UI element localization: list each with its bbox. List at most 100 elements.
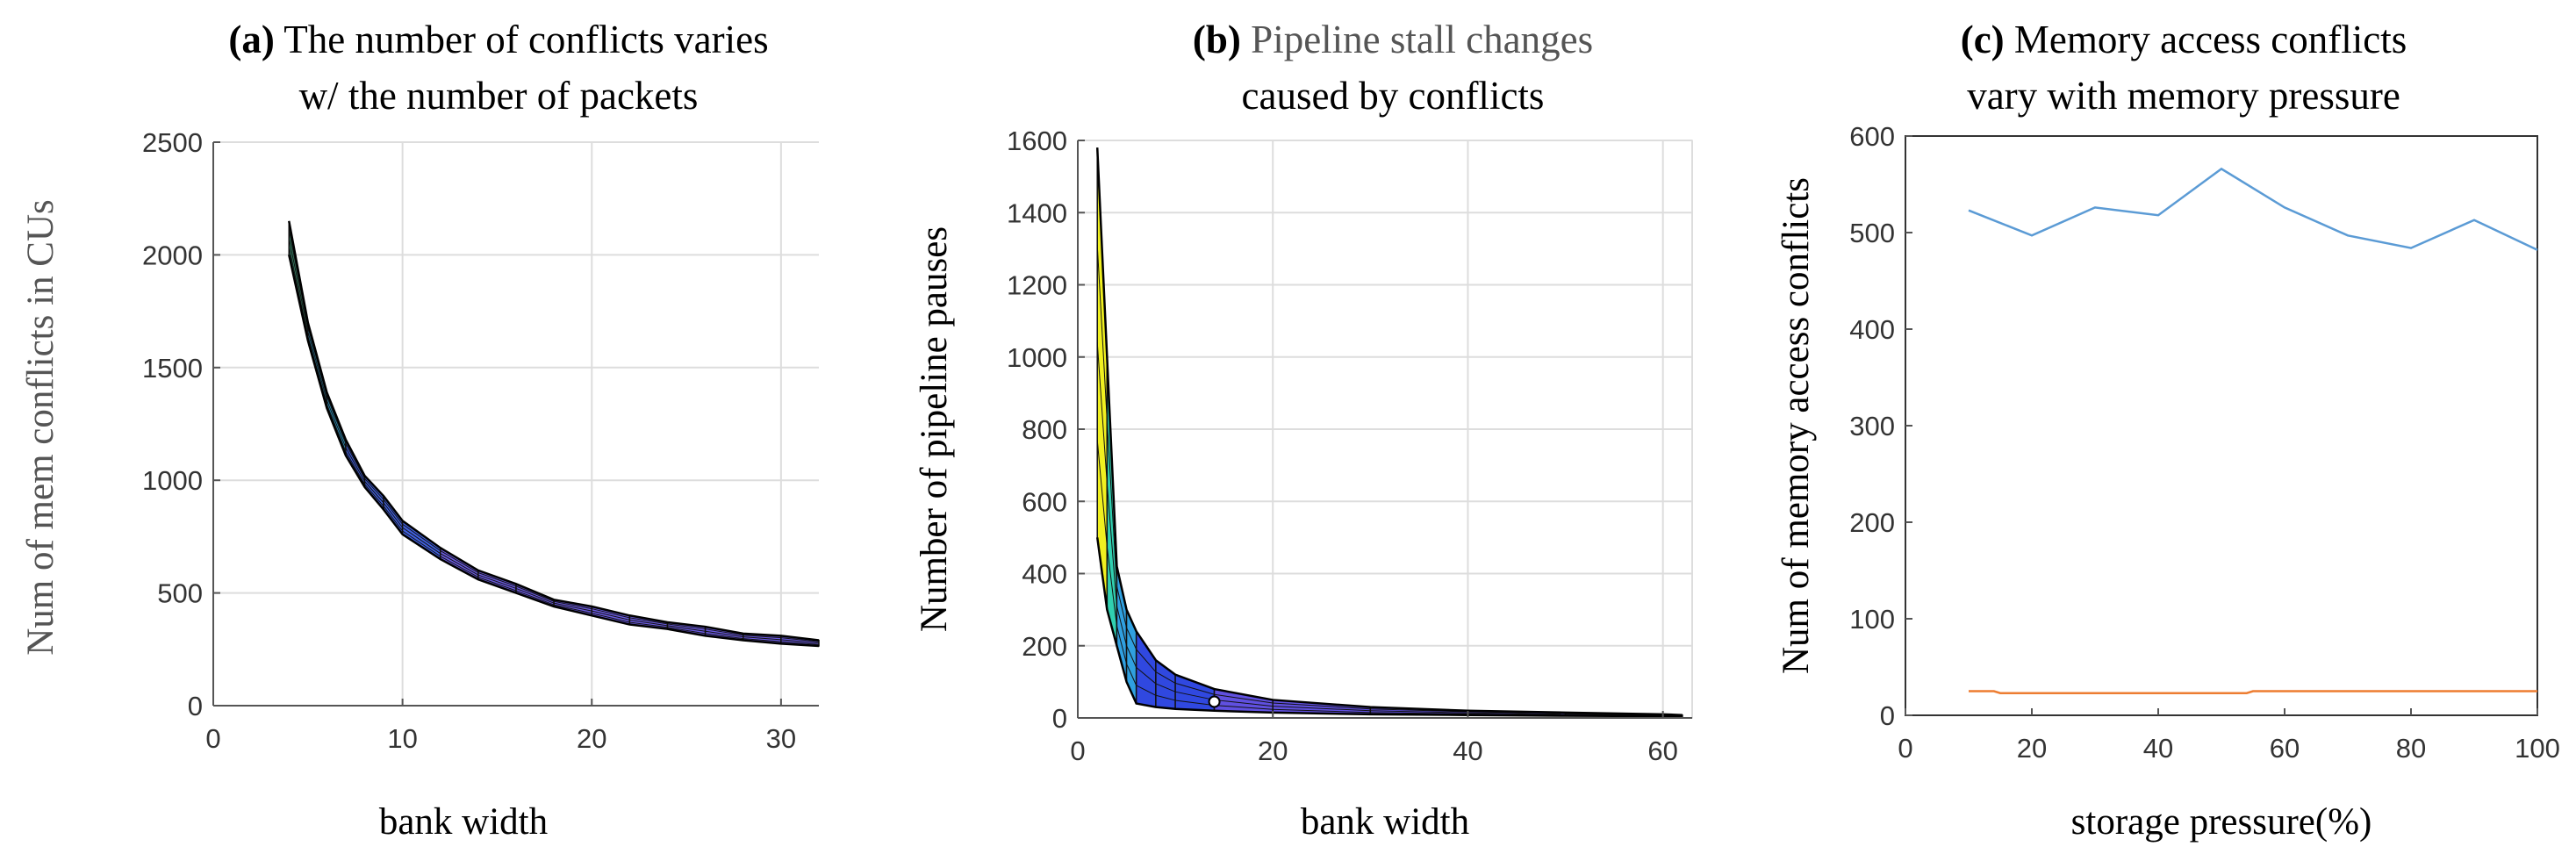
surface-mesh-line xyxy=(345,447,365,482)
x-tick-label: 60 xyxy=(2270,733,2300,764)
panel-a-ylabel: Num of mem conflicts in CUs xyxy=(20,199,61,656)
surface-mesh-line xyxy=(1106,420,1117,586)
panel-b-title-line1: (b) Pipeline stall changes xyxy=(1193,18,1593,61)
surface-mesh-line xyxy=(667,625,706,632)
surface-mesh-line xyxy=(1155,671,1176,684)
panel-b-title-line2: caused by conflicts xyxy=(1242,74,1545,118)
y-tick-label: 300 xyxy=(1849,411,1895,441)
surface-mesh-line xyxy=(1214,705,1274,710)
surface-mesh-line xyxy=(1096,245,1108,420)
panel-a: (a) The number of conflicts varies w/ th… xyxy=(20,18,820,843)
x-tick-label: 80 xyxy=(2396,733,2426,764)
x-tick-label: 20 xyxy=(577,723,606,754)
surface-mesh-line xyxy=(307,331,327,401)
y-tick-label: 600 xyxy=(1022,486,1067,517)
y-tick-label: 1000 xyxy=(142,465,203,496)
surface-mesh-line xyxy=(705,630,743,638)
surface-mesh-line xyxy=(402,527,441,555)
x-tick-label: 40 xyxy=(2143,733,2173,764)
surface-edge-line xyxy=(288,220,820,642)
series-line xyxy=(1968,167,2538,251)
surface-mesh-line xyxy=(515,590,555,606)
surface-mesh-line xyxy=(402,530,441,557)
y-tick-label: 0 xyxy=(188,691,203,721)
surface-mesh-line xyxy=(1136,649,1157,672)
panel-a-xlabel: bank width xyxy=(379,801,548,843)
surface-mesh-line xyxy=(1106,483,1117,606)
surface-mesh-line xyxy=(554,602,592,612)
x-tick-label: 40 xyxy=(1453,735,1482,766)
surface-mesh-line xyxy=(592,608,630,619)
surface-mesh-line xyxy=(1467,712,1566,715)
surface-mesh-line xyxy=(1096,440,1108,547)
surface-mesh-line xyxy=(780,637,820,642)
y-tick-label: 200 xyxy=(1849,507,1895,538)
surface-mesh-line xyxy=(440,556,479,578)
surface-mesh-line xyxy=(1175,691,1215,700)
panel-c-title-line2: vary with memory pressure xyxy=(1967,74,2400,118)
y-tick-label: 200 xyxy=(1022,631,1067,662)
panel-a-title-line2: w/ the number of packets xyxy=(299,74,699,118)
surface-mesh-line xyxy=(629,621,668,628)
series-line xyxy=(1969,690,2537,694)
surface-edge-line xyxy=(288,255,820,648)
surface-mesh-line xyxy=(345,451,365,484)
x-tick-label: 20 xyxy=(2017,733,2047,764)
surface-mesh-line xyxy=(592,610,630,621)
surface-mesh-line xyxy=(1370,712,1468,714)
y-tick-label: 1000 xyxy=(1007,342,1067,373)
panel-a-surface xyxy=(288,220,820,648)
surface-mesh-line xyxy=(364,484,384,507)
surface-mesh-line xyxy=(326,404,347,452)
surface-mesh-line xyxy=(554,604,592,614)
surface-mesh-line xyxy=(402,523,441,551)
panel-b-grid xyxy=(1078,140,1692,718)
y-tick-label: 500 xyxy=(1849,218,1895,248)
surface-mesh-line xyxy=(288,238,309,332)
surface-mesh-line xyxy=(592,613,630,623)
surface-mesh-line xyxy=(1175,700,1215,707)
y-tick-label: 0 xyxy=(1880,700,1895,731)
surface-mesh-line xyxy=(780,639,820,644)
panel-a-grid xyxy=(213,141,819,706)
panel-c-title-text-1: Memory access conflicts xyxy=(2014,18,2407,61)
surface-mesh-line xyxy=(1273,702,1371,710)
surface-mesh-line xyxy=(1116,626,1128,664)
surface-mesh-line xyxy=(1214,693,1274,704)
panel-c-plot-area xyxy=(1905,135,2538,716)
surface-mesh-line xyxy=(1273,706,1371,712)
surface-mesh-line xyxy=(364,477,384,500)
panel-b-ylabel: Number of pipeline pauses xyxy=(914,226,955,632)
surface-mesh-line xyxy=(477,577,517,592)
y-tick-label: 2500 xyxy=(142,127,203,158)
surface-mesh-line xyxy=(1155,683,1176,692)
surface-mesh-line xyxy=(440,550,479,573)
surface-mesh-line xyxy=(1126,664,1137,686)
surface-edge-line xyxy=(1095,147,1683,716)
panel-c-ylabel: Num of memory access conflicts xyxy=(1776,177,1817,674)
surface-mesh-line xyxy=(554,600,592,610)
surface-mesh-line xyxy=(288,246,309,336)
y-tick-label: 1500 xyxy=(142,353,203,384)
surface-mesh-line xyxy=(629,617,668,625)
surface-mesh-line xyxy=(1116,606,1128,646)
surface-mesh-line xyxy=(1214,699,1274,707)
surface-mesh-line xyxy=(477,574,517,589)
surface-mesh-line xyxy=(1174,682,1215,695)
y-tick-label: 500 xyxy=(157,578,203,609)
panel-c-xlabel: storage pressure(%) xyxy=(2071,801,2372,843)
panel-a-title-text-1: The number of conflicts varies xyxy=(283,18,768,61)
surface-mesh-line xyxy=(705,633,743,640)
surface-mesh-line xyxy=(326,399,347,448)
x-tick-label: 100 xyxy=(2515,733,2560,764)
surface-mesh-line xyxy=(1155,694,1176,701)
y-tick-label: 0 xyxy=(1052,703,1067,734)
surface-mesh-line xyxy=(743,635,781,639)
surface-mesh-line xyxy=(440,553,479,576)
surface-mesh-line xyxy=(383,506,404,532)
x-tick-label: 10 xyxy=(387,723,417,754)
surface-mesh-line xyxy=(1106,546,1117,627)
x-tick-label: 0 xyxy=(205,723,220,754)
